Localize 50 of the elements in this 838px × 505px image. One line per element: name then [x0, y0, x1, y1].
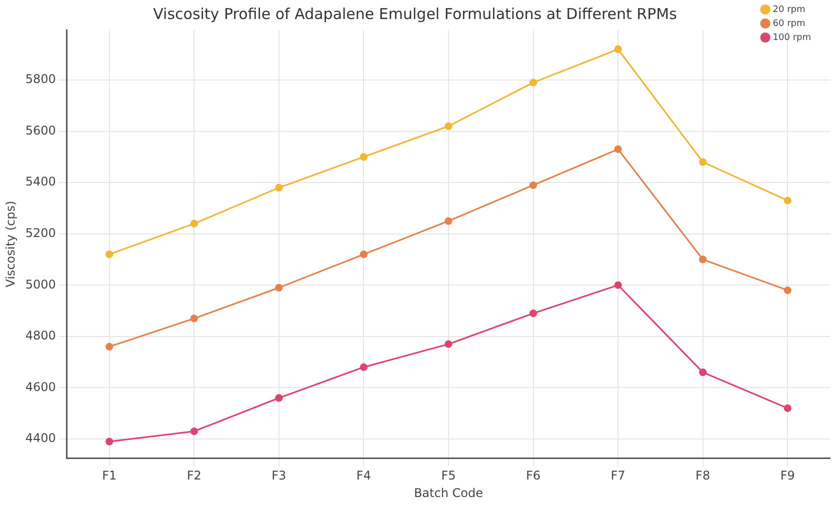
legend-label: 60 rpm	[772, 18, 806, 29]
x-tick-label: F1	[102, 468, 117, 483]
x-tick-label: F7	[610, 468, 626, 483]
point	[784, 286, 792, 294]
point	[529, 310, 538, 318]
point	[699, 158, 707, 166]
legend-label: 100 rpm	[772, 32, 812, 43]
y-tick-label: 5200	[25, 226, 56, 240]
point	[784, 196, 792, 204]
point	[529, 181, 538, 189]
point	[275, 184, 283, 192]
x-tick-label: F2	[186, 468, 202, 483]
point	[190, 220, 198, 228]
point	[360, 363, 368, 371]
point	[529, 78, 538, 86]
point	[106, 438, 114, 446]
point	[106, 250, 114, 258]
point	[275, 284, 283, 292]
x-tick-label: F6	[526, 468, 541, 483]
point	[699, 368, 707, 376]
x-tick-label: F5	[441, 468, 456, 483]
y-axis-title: Viscosity (cps)	[3, 200, 18, 288]
y-tick-label: 5400	[25, 174, 56, 189]
y-tick-label: 5800	[25, 72, 56, 86]
point	[275, 394, 283, 402]
point	[190, 427, 198, 436]
point	[614, 45, 622, 54]
y-tick-label: 5000	[25, 277, 56, 292]
y-tick-label: 4600	[25, 380, 56, 394]
point	[699, 256, 707, 264]
point	[360, 153, 368, 161]
x-tick-label: F8	[696, 468, 710, 483]
y-tick-label: 5600	[25, 123, 56, 138]
point	[444, 217, 452, 225]
x-tick-label: F3	[272, 468, 286, 483]
point	[614, 281, 622, 289]
x-tick-label: F4	[356, 468, 371, 483]
point	[190, 314, 198, 322]
chart-title: Viscosity Profile of Adapalene Emulgel Formulations at Different RPMs	[153, 4, 678, 23]
point	[784, 404, 792, 412]
x-axis-title: Batch Code	[414, 486, 483, 500]
y-tick-label: 4800	[25, 328, 56, 343]
point	[106, 342, 114, 350]
point	[444, 340, 452, 348]
y-tick-label: 4400	[25, 431, 56, 446]
point	[444, 122, 452, 130]
point	[360, 250, 368, 258]
x-tick-label: F9	[780, 468, 795, 483]
legend-label: 20 rpm	[772, 4, 806, 15]
point	[614, 145, 622, 154]
